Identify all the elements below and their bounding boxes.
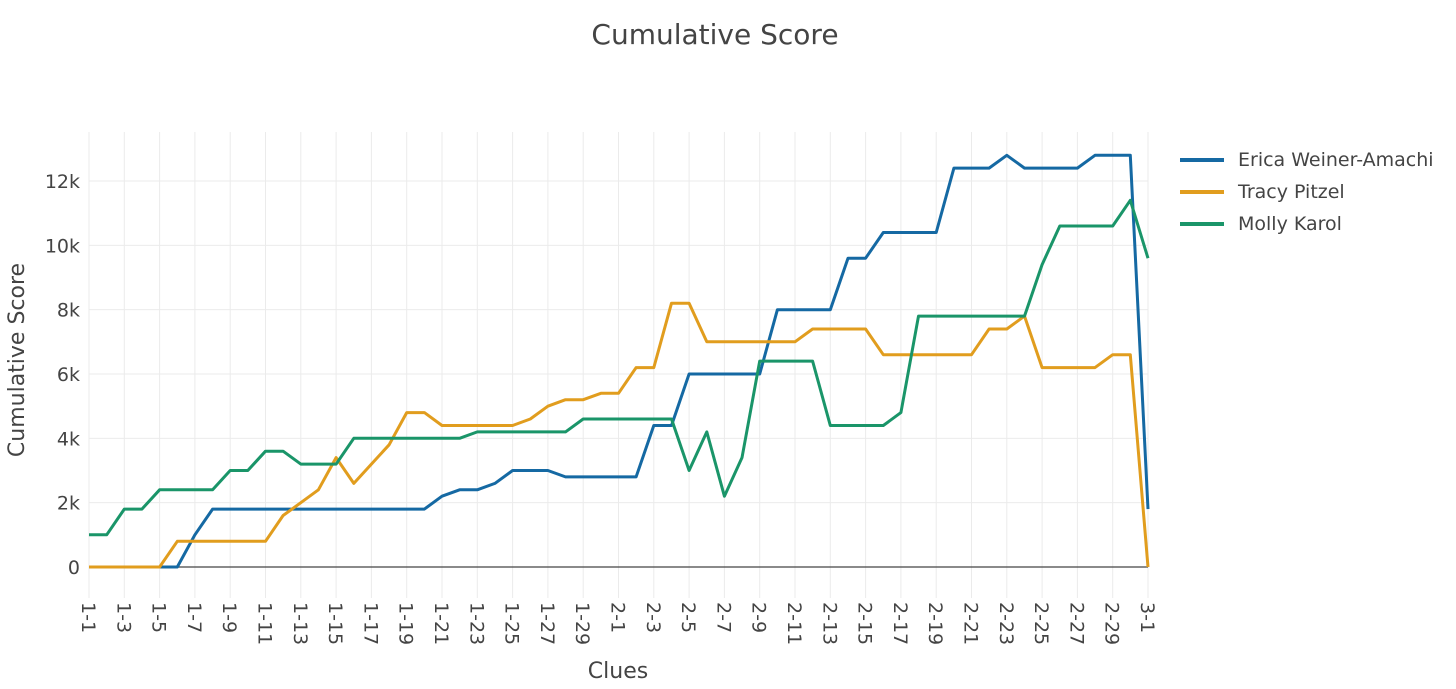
chart-title: Cumulative Score: [591, 18, 839, 51]
legend-swatch: [1180, 222, 1224, 226]
legend-label: Tracy Pitzel: [1238, 181, 1345, 203]
x-tick-label: 1-1: [77, 602, 99, 633]
x-tick-label: 2-17: [889, 602, 911, 645]
x-tick-label: 2-11: [783, 602, 805, 645]
x-tick-label: 1-11: [254, 602, 276, 645]
legend-item[interactable]: Erica Weiner-Amachi: [1180, 144, 1434, 176]
x-tick-label: 2-27: [1065, 602, 1087, 645]
x-tick-label: 1-5: [148, 602, 170, 633]
grid: [88, 132, 1149, 598]
x-tick-label: 2-25: [1030, 602, 1052, 645]
x-tick-label: 2-15: [854, 602, 876, 645]
x-tick-label: 2-1: [607, 602, 629, 633]
legend-swatch: [1180, 190, 1224, 194]
legend-label: Erica Weiner-Amachi: [1238, 149, 1434, 171]
y-tick-label: 12k: [45, 171, 80, 193]
series-line[interactable]: [89, 301, 1150, 569]
y-tick-label: 4k: [57, 428, 80, 450]
series-line[interactable]: [89, 153, 1150, 569]
x-tick-label: 1-13: [289, 602, 311, 645]
x-tick-label: 2-23: [995, 602, 1017, 645]
x-tick-label: 1-25: [501, 602, 523, 645]
x-tick-label: 2-9: [748, 602, 770, 633]
x-tick-label: 1-23: [465, 602, 487, 645]
x-tick-label: 2-7: [712, 602, 734, 633]
legend-label: Molly Karol: [1238, 213, 1342, 235]
x-tick-label: 1-27: [536, 602, 558, 645]
legend: Erica Weiner-Amachi Tracy Pitzel Molly K…: [1180, 144, 1434, 240]
x-tick-label: 3-1: [1136, 602, 1158, 633]
x-tick-label: 2-21: [960, 602, 982, 645]
x-axis-label: Clues: [588, 659, 648, 684]
x-tick-label: 1-9: [218, 602, 240, 633]
legend-item[interactable]: Tracy Pitzel: [1180, 176, 1434, 208]
x-tick-label: 1-3: [112, 602, 134, 633]
legend-item[interactable]: Molly Karol: [1180, 208, 1434, 240]
x-tick-label: 1-21: [430, 602, 452, 645]
x-tick-label: 2-5: [677, 602, 699, 633]
series-line[interactable]: [89, 198, 1150, 537]
x-tick-label: 2-29: [1101, 602, 1123, 645]
x-tick-label: 1-19: [395, 602, 417, 645]
x-tick-label: 1-15: [324, 602, 346, 645]
x-tick-label: 1-17: [359, 602, 381, 645]
x-tick-label: 1-7: [183, 602, 205, 633]
series-lines: [89, 153, 1150, 569]
y-axis-label: Cumulative Score: [5, 263, 30, 457]
axes: 0 2k 4k 6k 8k 10k 12k 1-1 1-3 1-5 1-7 1-9 1-11 1-13 1-…: [45, 171, 1158, 645]
y-tick-label: 0: [68, 557, 80, 579]
legend-swatch: [1180, 158, 1224, 162]
y-tick-label: 10k: [45, 235, 80, 257]
x-tick-label: 1-29: [571, 602, 593, 645]
x-tick-label: 2-13: [818, 602, 840, 645]
x-tick-label: 2-3: [642, 602, 664, 633]
y-tick-label: 2k: [57, 493, 80, 515]
x-tick-label: 2-19: [924, 602, 946, 645]
y-tick-label: 6k: [57, 364, 80, 386]
y-tick-label: 8k: [57, 300, 80, 322]
